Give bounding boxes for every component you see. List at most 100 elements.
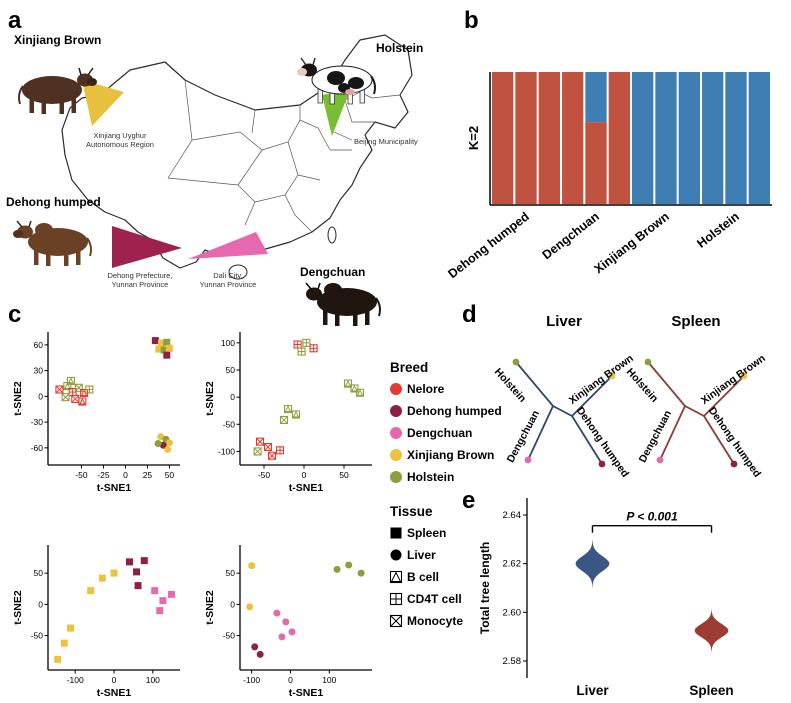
beijing-leader-line — [333, 131, 353, 141]
tree-title-spleen: Spleen — [671, 313, 720, 330]
point-circle — [154, 440, 162, 448]
point-circle — [390, 471, 402, 483]
axis-line — [264, 443, 272, 451]
region-dehong-line1: Dehong Prefecture, — [107, 271, 172, 280]
marker-holstein — [322, 90, 350, 136]
y-axis-title: t-SNE2 — [204, 381, 216, 416]
tick-label: 50 — [226, 568, 236, 578]
point-square-x — [279, 415, 289, 424]
tick-label: -50 — [258, 470, 271, 480]
point-circle — [165, 439, 173, 447]
region-xinjiang-line2: Autonomous Region — [86, 140, 154, 149]
tip-dot-dehong-humped — [730, 460, 738, 468]
tip-dot-holstein — [644, 358, 652, 366]
tick-label: 0 — [38, 391, 43, 401]
point-circle — [159, 441, 167, 449]
legend-title: Breed — [390, 360, 428, 375]
tick-label: -50 — [75, 470, 88, 480]
point-circle — [390, 549, 402, 561]
tick-label: -30 — [31, 417, 44, 427]
tsne-plot-4: -100 0 100 -50 0 50 t-SNE1 t-SNE2 — [204, 545, 372, 699]
tip-label-xinjiang-brown: Xinjiang Brown — [699, 352, 768, 407]
marker-xinjiang-brown — [82, 80, 124, 126]
tick-label: 100 — [221, 338, 235, 348]
cow-dehong-humped-illustration — [13, 220, 92, 266]
tree-spleen-branches — [647, 361, 745, 465]
ancestry-bar — [515, 72, 537, 204]
point-circle — [390, 449, 402, 461]
point-circle — [246, 603, 254, 611]
cow-dengchuan-illustration — [305, 282, 381, 326]
region-dali-line1: Dali City, — [213, 271, 242, 280]
y-axis-title: t-SNE2 — [12, 381, 24, 416]
ancestry-bar — [492, 72, 514, 204]
point-square — [126, 558, 134, 566]
point-square-x — [253, 447, 262, 456]
tip-label-holstein: Holstein — [492, 366, 529, 405]
axis-line — [71, 395, 80, 403]
group-label: Dengchuan — [540, 209, 602, 262]
point-circle — [390, 427, 402, 439]
point-square-plus — [309, 344, 318, 353]
point-circle — [248, 562, 256, 570]
point-square — [165, 344, 173, 352]
tsne-plot-2: -50 0 50 -100 -50 0 50 100 t-SNE1 t-SNE2 — [204, 332, 372, 494]
x-axis-title: t-SNE1 — [289, 482, 324, 494]
tip-dot-xinjiang-brown — [740, 372, 748, 380]
axis-line — [253, 447, 262, 456]
point-square-x — [263, 443, 273, 452]
point-square-x — [55, 385, 64, 394]
point-circle — [390, 383, 402, 395]
x-axis-title: t-SNE1 — [289, 687, 324, 699]
point-square-plus — [389, 592, 403, 606]
legend-label: Spleen — [407, 526, 446, 540]
point-square-plus — [85, 385, 94, 394]
point-square — [390, 527, 402, 539]
ancestry-bar — [655, 72, 677, 204]
point-circle — [273, 609, 281, 617]
tip-dot-xinjiang-brown — [608, 372, 616, 380]
point-square — [133, 568, 141, 576]
tick-label: 0 — [288, 675, 293, 685]
category-label: Spleen — [689, 683, 733, 698]
tick-label: -50 — [31, 631, 44, 641]
tree-liver: Liver Holstein Xinjiang Brown Dengchuan … — [492, 313, 636, 480]
point-square — [140, 557, 148, 565]
ancestry-bar — [562, 72, 584, 204]
tip-dot-dengchuan — [656, 456, 664, 464]
breed-label-dengchuan: Dengchuan — [300, 265, 365, 279]
ancestry-bar — [748, 72, 770, 204]
cow-xinjiang-brown-illustration — [18, 67, 97, 114]
marker-dehong — [112, 226, 182, 268]
ancestry-bar — [678, 72, 700, 204]
tick-label: 100 — [322, 675, 336, 685]
point-square — [54, 655, 62, 663]
point-square-x — [389, 614, 403, 628]
point-square-triangle — [291, 410, 301, 419]
point-square — [159, 597, 167, 605]
legend-label: Nelore — [407, 382, 445, 396]
axis-line — [256, 437, 264, 446]
tick-label: -50 — [223, 631, 236, 641]
legend-title: Tissue — [390, 504, 433, 519]
tsne-plot-1: -50 -25 0 25 50 -60 -30 0 30 60 t-SNE1 t-SNE2 — [12, 332, 180, 494]
region-dehong-line2: Yunnan Province — [112, 280, 169, 289]
point-circle — [288, 628, 296, 636]
point-square — [98, 574, 106, 582]
legend-label: B cell — [407, 570, 439, 584]
point-square-x — [255, 437, 265, 446]
violin-liver — [575, 539, 610, 588]
point-circle — [251, 643, 259, 651]
point-square-triangle — [355, 388, 365, 397]
tick-label: 0 — [123, 470, 128, 480]
legend-label: Liver — [407, 548, 436, 562]
region-dali-line2: Yunnan Province — [200, 280, 257, 289]
tip-label-xinjiang-brown: Xinjiang Brown — [567, 352, 636, 407]
panel-a-map: Xinjiang Brown Holstein Dehong humped De… — [6, 33, 423, 326]
legend-breed: Breed Nelore Dehong humped Dengchuan Xinjian… — [390, 360, 502, 484]
point-square-x — [71, 394, 80, 403]
point-square-plus — [275, 446, 285, 455]
point-square — [155, 345, 163, 353]
tick-label: 0 — [302, 470, 307, 480]
tick-label: -50 — [223, 419, 236, 429]
